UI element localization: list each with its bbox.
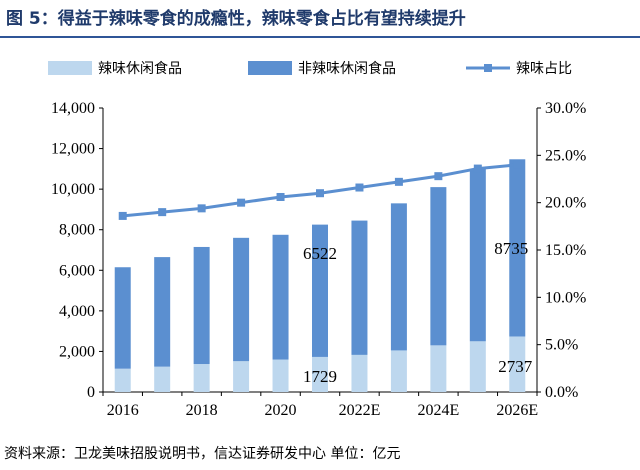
x-tick-label: 2022E <box>339 402 381 419</box>
share-point <box>237 198 246 207</box>
bar-spicy <box>390 350 407 392</box>
share-point <box>316 189 324 198</box>
source-note: 资料来源：卫龙美味招股说明书，信达证券研发中心 单位：亿元 <box>4 446 401 462</box>
bar-non-spicy <box>509 159 526 337</box>
legend-label-share: 辣味占比 <box>516 61 572 77</box>
x-tick-label: 2020 <box>265 402 297 419</box>
y-left-tick-label: 6,000 <box>59 262 95 279</box>
share-point <box>276 192 285 201</box>
data-label: 1729 <box>303 367 337 386</box>
legend-swatch-spicy <box>48 61 92 75</box>
y-left-tick-label: 0 <box>87 384 95 401</box>
share-point <box>434 172 443 181</box>
share-point <box>158 208 167 217</box>
y-right-tick-label: 5.0% <box>545 337 578 354</box>
legend: 辣味休闲食品 非辣味休闲食品 辣味占比 <box>48 60 572 77</box>
bar-non-spicy <box>390 203 407 351</box>
chart-area: 辣味休闲食品 非辣味休闲食品 辣味占比 0 2,000 4,000 6,000 8,000 1… <box>48 60 586 419</box>
y-right-tick-label: 10.0% <box>545 289 586 306</box>
data-label: 2737 <box>498 357 533 376</box>
axes: 0 2,000 4,000 6,000 8,000 10,000 12,000 14,000 0… <box>51 100 586 419</box>
bar-spicy <box>114 368 131 392</box>
data-label: 6522 <box>303 244 337 263</box>
share-point <box>473 164 482 173</box>
title-rule <box>0 36 640 38</box>
y-left-tick-label: 14,000 <box>51 100 95 117</box>
share-line <box>118 160 522 220</box>
bar-spicy <box>430 345 447 392</box>
bar-spicy <box>233 361 250 392</box>
legend-swatch-non-spicy <box>248 61 292 75</box>
share-point <box>513 160 522 169</box>
y-left-tick-label: 10,000 <box>51 181 95 198</box>
bar-spicy <box>193 364 210 392</box>
legend-label-non-spicy: 非辣味休闲食品 <box>298 60 396 77</box>
y-right-tick-label: 0.0% <box>545 384 578 401</box>
bar-spicy <box>312 356 328 392</box>
x-tick-label: 2018 <box>186 402 218 419</box>
x-tick-label: 2016 <box>107 402 139 419</box>
y-right-tick-label: 15.0% <box>545 242 586 259</box>
y-right-tick-label: 25.0% <box>545 147 586 164</box>
bar-non-spicy <box>114 267 131 369</box>
bar-spicy <box>154 366 171 392</box>
share-point <box>118 211 127 220</box>
legend-marker-share <box>484 64 492 72</box>
y-left-tick-label: 4,000 <box>59 303 95 320</box>
legend-label-spicy: 辣味休闲食品 <box>98 60 182 77</box>
bar-non-spicy <box>430 187 447 346</box>
bar-non-spicy <box>193 246 210 365</box>
bar-spicy <box>351 354 368 392</box>
bar-non-spicy <box>312 224 328 357</box>
y-left-tick-label: 2,000 <box>59 343 95 360</box>
share-point <box>197 204 206 213</box>
x-tick-label: 2024E <box>417 402 459 419</box>
data-labels: 1729 6522 2737 8735 <box>303 239 533 386</box>
y-left-tick-label: 12,000 <box>51 141 95 158</box>
bar-spicy <box>469 341 486 392</box>
bars <box>114 159 526 392</box>
bar-spicy <box>272 359 289 392</box>
bar-non-spicy <box>469 168 486 342</box>
share-point <box>355 183 364 192</box>
data-label: 8735 <box>494 239 528 258</box>
chart-title: 图 5：得益于辣味零食的成瘾性，辣味零食占比有望持续提升 <box>6 9 466 29</box>
bar-non-spicy <box>233 237 250 362</box>
bar-non-spicy <box>154 257 171 367</box>
y-left-tick-label: 8,000 <box>59 222 95 239</box>
y-right-tick-label: 20.0% <box>545 195 586 212</box>
y-right-tick-label: 30.0% <box>545 100 586 117</box>
bar-spicy <box>509 336 526 392</box>
bar-non-spicy <box>272 234 289 360</box>
x-tick-label: 2026E <box>496 402 538 419</box>
share-point <box>394 177 403 186</box>
bar-non-spicy <box>351 220 368 355</box>
